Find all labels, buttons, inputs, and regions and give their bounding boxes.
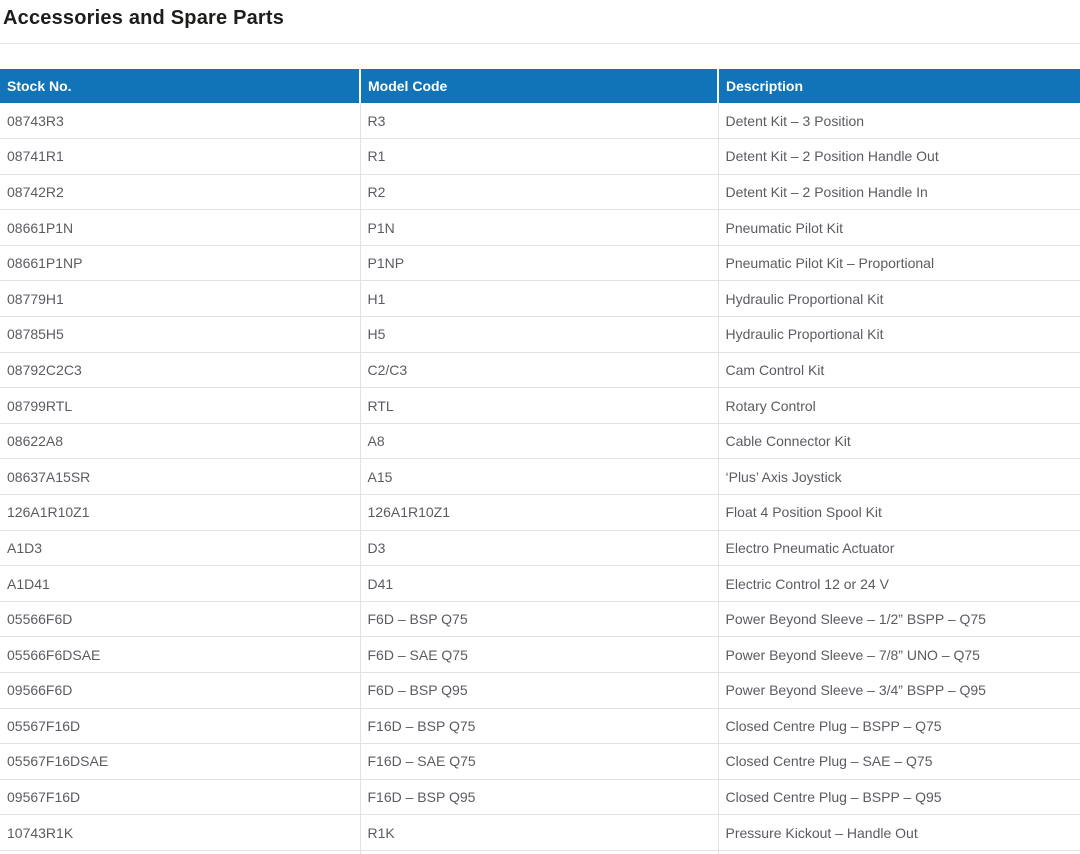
table-cell: Float 4 Position Spool Kit bbox=[717, 494, 1080, 531]
table-cell: 126A1R10Z1 bbox=[0, 494, 360, 531]
table-cell: R1K bbox=[359, 814, 718, 851]
table-cell: 08785H5 bbox=[0, 316, 360, 353]
table-header: Stock No. Model Code Description bbox=[0, 69, 1080, 103]
table-cell: C2/C3 bbox=[359, 352, 718, 389]
table-cell: H1 bbox=[359, 280, 718, 318]
table-cell: 08661P1NP bbox=[0, 245, 360, 282]
table-row: A1D3 D3 Electro Pneumatic Actuator bbox=[0, 530, 1080, 567]
table-row: 08661P1N P1N Pneumatic Pilot Kit bbox=[0, 209, 1080, 246]
table-cell: D41 bbox=[359, 565, 718, 602]
table-cell: R3 bbox=[359, 103, 718, 140]
table-row: 08637A15SR A15 ‘Plus’ Axis Joystick bbox=[0, 458, 1080, 496]
table-row: A1D41 D41 Electric Control 12 or 24 V bbox=[0, 565, 1080, 602]
table-row: 05567F16DSAE F16D – SAE Q75 Closed Centre … bbox=[0, 743, 1080, 780]
table-cell: 05567F16D bbox=[0, 708, 360, 745]
table-cell: F6D – BSP Q95 bbox=[359, 672, 718, 709]
table-cell: 08741R1 bbox=[0, 138, 360, 175]
table-cell: 08779H1 bbox=[0, 280, 360, 318]
table-cell: Electro Pneumatic Actuator bbox=[717, 530, 1080, 567]
table-row: 08785H5 H5 Hydraulic Proportional Kit bbox=[0, 316, 1080, 353]
table-cell: 05567F16DSAE bbox=[0, 743, 360, 780]
table-cell bbox=[717, 850, 1080, 854]
table-cell: A8 bbox=[359, 423, 718, 460]
table-cell: 05566F6DSAE bbox=[0, 636, 360, 673]
table-cell: 126A1R10Z1 bbox=[359, 494, 718, 531]
table-body: 08743R3 R3 Detent Kit – 3 Position 08741R1 R… bbox=[0, 103, 1080, 854]
table-cell: D3 bbox=[359, 530, 718, 567]
table-cell: F16D – SAE Q75 bbox=[359, 743, 718, 780]
table-row: 08661P1NP P1NP Pneumatic Pilot Kit – Propo… bbox=[0, 245, 1080, 282]
table-cell: A1D41 bbox=[0, 565, 360, 602]
table-row: 08743R3 R3 Detent Kit – 3 Position bbox=[0, 103, 1080, 140]
table-header-row: Stock No. Model Code Description bbox=[0, 69, 1080, 103]
table-cell: Cam Control Kit bbox=[717, 352, 1080, 389]
table-row: 10743R1K R1K Pressure Kickout – Handle Out bbox=[0, 814, 1080, 851]
table-row: 05567F16D F16D – BSP Q75 Closed Centre Plu… bbox=[0, 708, 1080, 745]
table-row: 05566F6D F6D – BSP Q75 Power Beyond Sleeve… bbox=[0, 601, 1080, 638]
table-row: 08779H1 H1 Hydraulic Proportional Kit bbox=[0, 280, 1080, 318]
table-row: 08742R2 R2 Detent Kit – 2 Position Handle … bbox=[0, 174, 1080, 211]
table-cell: Hydraulic Proportional Kit bbox=[717, 316, 1080, 353]
page-title: Accessories and Spare Parts bbox=[3, 7, 285, 29]
table-cell: Pneumatic Pilot Kit – Proportional bbox=[717, 245, 1080, 282]
table-cell: F6D – BSP Q75 bbox=[359, 601, 718, 638]
table-cell: 08799RTL bbox=[0, 387, 360, 424]
table-cell: ‘Plus’ Axis Joystick bbox=[717, 458, 1080, 496]
table-cell: A15 bbox=[359, 458, 718, 496]
table-cell: H5 bbox=[359, 316, 718, 353]
table-cell: A1D3 bbox=[0, 530, 360, 567]
table-cell: F16D – BSP Q95 bbox=[359, 779, 718, 816]
table-cell: Power Beyond Sleeve – 7/8” UNO – Q75 bbox=[717, 636, 1080, 673]
column-header-description: Description bbox=[717, 69, 1080, 103]
table-row: 08799RTL RTL Rotary Control bbox=[0, 387, 1080, 424]
table-row: 08741R1 R1 Detent Kit – 2 Position Handle … bbox=[0, 138, 1080, 175]
title-divider bbox=[0, 43, 1080, 44]
table-row: 09566F6D F6D – BSP Q95 Power Beyond Sleeve… bbox=[0, 672, 1080, 709]
table-row: 08622A8 A8 Cable Connector Kit bbox=[0, 423, 1080, 460]
table-cell: 08622A8 bbox=[0, 423, 360, 460]
table-cell: F16D – BSP Q75 bbox=[359, 708, 718, 745]
table-cell: Pressure Kickout – Handle Out bbox=[717, 814, 1080, 851]
table-cell: R2 bbox=[359, 174, 718, 211]
table-cell: 09566F6D bbox=[0, 672, 360, 709]
table-cell: 08742R2 bbox=[0, 174, 360, 211]
table-cell: 08792C2C3 bbox=[0, 352, 360, 389]
table-cell bbox=[359, 850, 718, 854]
table-cell: 08743R3 bbox=[0, 103, 360, 140]
table-cell: Hydraulic Proportional Kit bbox=[717, 280, 1080, 318]
table-cell: F6D – SAE Q75 bbox=[359, 636, 718, 673]
table-row: 09567F16D F16D – BSP Q95 Closed Centre Plu… bbox=[0, 779, 1080, 816]
table-cell: Power Beyond Sleeve – 3/4” BSPP – Q95 bbox=[717, 672, 1080, 709]
table-cell: RTL bbox=[359, 387, 718, 424]
table-row: 126A1R10Z1 126A1R10Z1 Float 4 Position Spo… bbox=[0, 494, 1080, 531]
table-cell: Power Beyond Sleeve – 1/2” BSPP – Q75 bbox=[717, 601, 1080, 638]
table-cell bbox=[0, 850, 360, 854]
table-row: 08792C2C3 C2/C3 Cam Control Kit bbox=[0, 352, 1080, 389]
table-cell: P1NP bbox=[359, 245, 718, 282]
table-cell: 08637A15SR bbox=[0, 458, 360, 496]
partial-next-row bbox=[0, 850, 1080, 854]
table-cell: Cable Connector Kit bbox=[717, 423, 1080, 460]
table-cell: Electric Control 12 or 24 V bbox=[717, 565, 1080, 602]
table-row: 05566F6DSAE F6D – SAE Q75 Power Beyond Sle… bbox=[0, 636, 1080, 673]
table-cell: Closed Centre Plug – SAE – Q75 bbox=[717, 743, 1080, 780]
table-cell: Detent Kit – 2 Position Handle Out bbox=[717, 138, 1080, 175]
table-cell: Detent Kit – 2 Position Handle In bbox=[717, 174, 1080, 211]
table-cell: Rotary Control bbox=[717, 387, 1080, 424]
table-cell: R1 bbox=[359, 138, 718, 175]
table-cell: Detent Kit – 3 Position bbox=[717, 103, 1080, 140]
column-header-model-code: Model Code bbox=[359, 69, 718, 103]
table-cell: 08661P1N bbox=[0, 209, 360, 246]
column-header-stock-no: Stock No. bbox=[0, 69, 360, 103]
accessories-table: Stock No. Model Code Description 08743R3… bbox=[0, 69, 1080, 854]
table-cell: Closed Centre Plug – BSPP – Q95 bbox=[717, 779, 1080, 816]
table-cell: 09567F16D bbox=[0, 779, 360, 816]
table-cell: 05566F6D bbox=[0, 601, 360, 638]
table-cell: 10743R1K bbox=[0, 814, 360, 851]
table-cell: P1N bbox=[359, 209, 718, 246]
table-cell: Pneumatic Pilot Kit bbox=[717, 209, 1080, 246]
table-cell: Closed Centre Plug – BSPP – Q75 bbox=[717, 708, 1080, 745]
